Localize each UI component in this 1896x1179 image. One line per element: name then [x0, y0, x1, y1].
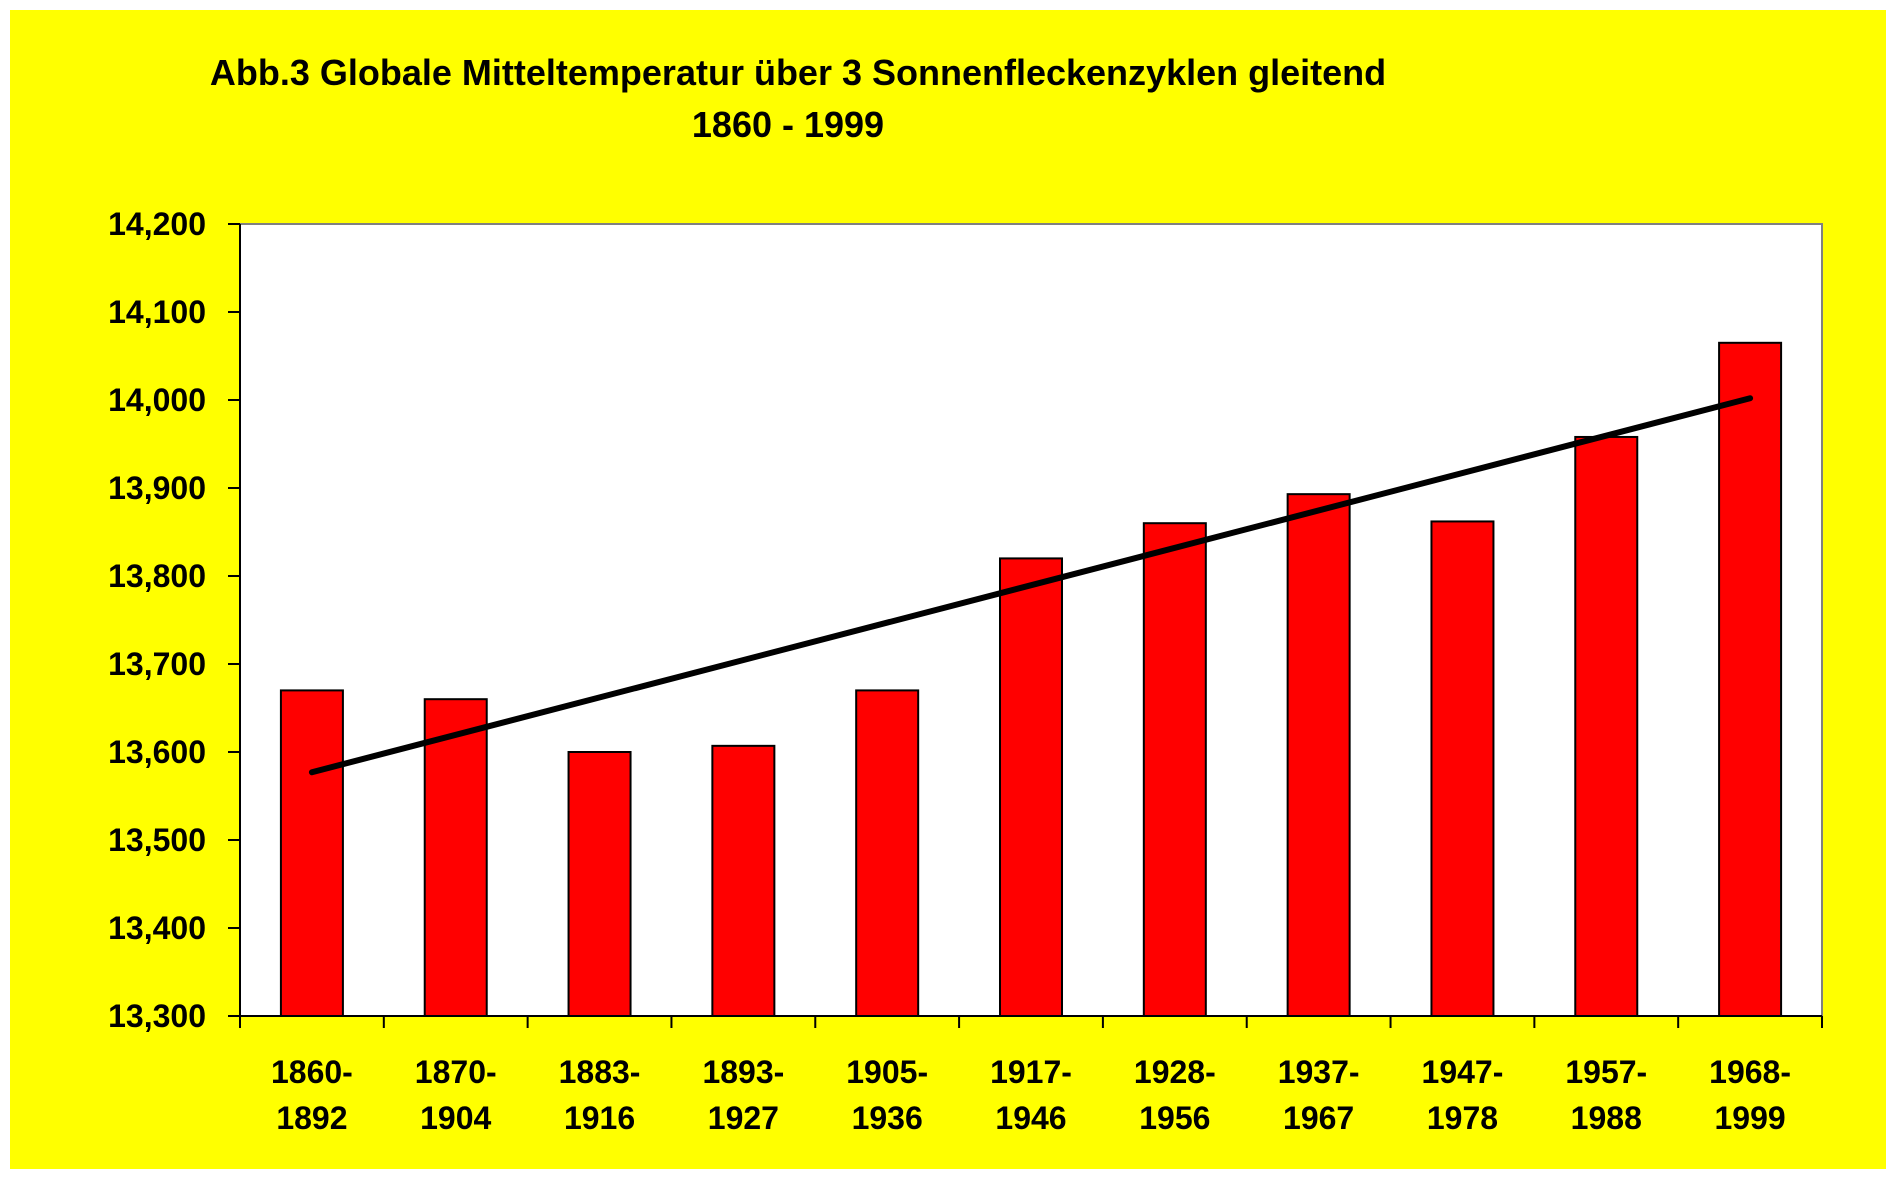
y-axis: 13,300 13,400 13,500 13,600 13,700 13,800 13,9… [108, 206, 241, 1034]
x-tick-label-line: 1967 [1283, 1100, 1354, 1136]
bar [1142, 522, 1207, 1017]
bar [423, 698, 488, 1017]
bar [999, 557, 1063, 1018]
x-tick-label-line: 1892 [276, 1100, 347, 1136]
y-tick-label: 13,700 [108, 646, 206, 682]
x-tick-label-line: 1883- [559, 1054, 641, 1090]
x-axis: 1860- 1892 1870- 1904 1883- 1916 1893- 1927 1905… [239, 1015, 1823, 1136]
x-tick-label: 1937- 1967 [1278, 1054, 1360, 1136]
bar [1574, 435, 1639, 1017]
bar [567, 751, 632, 1017]
x-tick-label-line: 1904 [420, 1100, 491, 1136]
x-tick-label-line: 1917- [990, 1054, 1072, 1090]
y-tick-label: 14,100 [108, 294, 206, 330]
x-tick-label-line: 1937- [1278, 1054, 1360, 1090]
chart-subtitle: 1860 - 1999 [691, 104, 885, 145]
x-tick-label-line: 1957- [1565, 1054, 1647, 1090]
bar [1286, 493, 1351, 1018]
x-tick-label-line: 1956 [1139, 1100, 1210, 1136]
trend-line [308, 395, 1754, 776]
x-tick-label-line: 1893- [702, 1054, 784, 1090]
y-tick-label: 13,400 [108, 910, 206, 946]
x-tick-label-line: 1860- [271, 1054, 353, 1090]
x-tick-label-line: 1999 [1714, 1100, 1785, 1136]
bar [279, 689, 344, 1018]
bar [855, 689, 920, 1018]
x-tick-label-line: 1978 [1427, 1100, 1498, 1136]
x-tick-label-line: 1927 [708, 1100, 779, 1136]
x-tick-label: 1957- 1988 [1565, 1054, 1647, 1136]
x-tick-label: 1928- 1956 [1134, 1054, 1216, 1136]
bar [711, 744, 776, 1018]
y-tick-label: 13,900 [108, 470, 206, 506]
bar [1430, 520, 1495, 1017]
x-tick-label-line: 1988 [1571, 1100, 1642, 1136]
x-tick-label: 1968- 1999 [1709, 1054, 1791, 1136]
x-tick-label-line: 1936 [852, 1100, 923, 1136]
x-tick-label-line: 1947- [1422, 1054, 1504, 1090]
bar [1718, 341, 1783, 1017]
x-tick-label-line: 1968- [1709, 1054, 1791, 1090]
bars [279, 341, 1783, 1018]
x-tick-label: 1860- 1892 [271, 1054, 353, 1136]
y-tick-label: 13,300 [108, 998, 206, 1034]
x-tick-label-line: 1870- [415, 1054, 497, 1090]
y-tick-label: 14,000 [108, 382, 206, 418]
y-tick-label: 13,500 [108, 822, 206, 858]
x-tick-label: 1917- 1946 [990, 1054, 1072, 1136]
x-tick-label: 1883- 1916 [559, 1054, 641, 1136]
y-tick-label: 13,800 [108, 558, 206, 594]
y-tick-label: 13,600 [108, 734, 206, 770]
x-tick-label: 1905- 1936 [846, 1054, 928, 1136]
x-tick-label-line: 1928- [1134, 1054, 1216, 1090]
x-tick-label-line: 1905- [846, 1054, 928, 1090]
y-tick-label: 14,200 [108, 206, 206, 242]
x-tick-label: 1893- 1927 [702, 1054, 784, 1136]
x-tick-label-line: 1946 [995, 1100, 1066, 1136]
chart-title: Abb.3 Globale Mitteltemperatur über 3 So… [209, 52, 1387, 93]
x-tick-label-line: 1916 [564, 1100, 635, 1136]
x-tick-label: 1947- 1978 [1422, 1054, 1504, 1136]
x-tick-label: 1870- 1904 [415, 1054, 497, 1136]
